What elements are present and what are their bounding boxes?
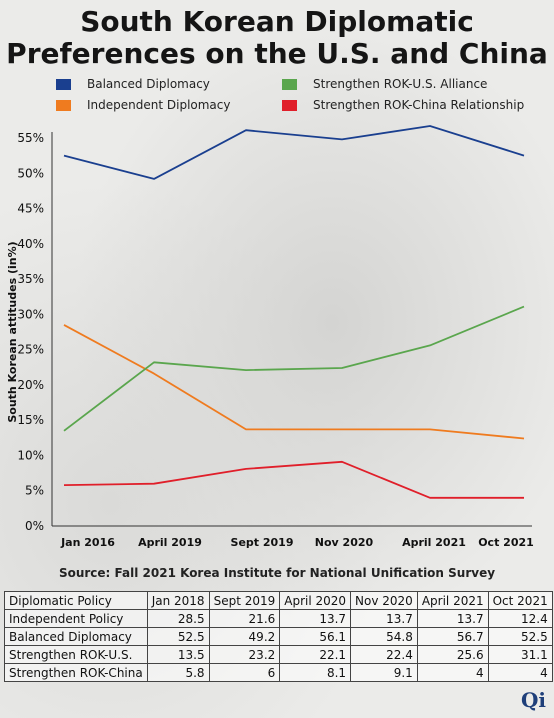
series-line-strengthen-rok-u-s-alliance [63,305,525,432]
title-line-2: Preferences on the U.S. and China [6,37,548,70]
table-row: Balanced Diplomacy 52.5 49.2 56.1 54.8 56.7 52… [4,627,553,646]
table-row-label: Diplomatic Policy [4,591,148,610]
table-row-label: Balanced Diplomacy [4,627,148,646]
table-cell: 23.2 [208,645,281,664]
table-cell: April 2021 [416,591,489,610]
y-tick-label: 50% [17,166,44,180]
table-cell: 13.7 [416,609,489,628]
x-tick-label: Nov 2020 [315,536,374,549]
table-row-label: Independent Policy [4,609,148,628]
table-cell: April 2020 [279,591,352,610]
legend-swatch [56,99,71,111]
y-tick-label: 20% [17,378,44,392]
table-row: Independent Policy 28.5 21.6 13.7 13.7 13.7 12… [4,609,553,628]
table-cell: 22.4 [350,645,418,664]
table-cell: 56.1 [279,627,352,646]
legend-item-us-alliance: Strengthen ROK-U.S. Alliance [282,77,487,91]
y-tick-label: 0% [25,519,44,533]
x-tick-label: April 2021 [402,536,466,549]
table-cell: 25.6 [416,645,489,664]
table-cell: 54.8 [350,627,418,646]
table-header-row: Diplomatic Policy Jan 2018 Sept 2019 April … [4,591,553,610]
table-cell: 4 [487,663,553,682]
chart-title: South Korean Diplomatic Preferences on t… [0,6,554,70]
legend-swatch [282,99,297,111]
table-cell: 6 [208,663,281,682]
legend-label: Strengthen ROK-U.S. Alliance [313,77,488,91]
table-cell: Oct 2021 [487,591,553,610]
survey-table: Diplomatic Policy Jan 2018 Sept 2019 April … [4,591,553,682]
y-axis-label: South Korean attitudes (in%) [6,241,19,422]
x-tick-label: Jan 2016 [60,536,115,549]
table-cell: Nov 2020 [350,591,418,610]
table-cell: 31.1 [487,645,553,664]
legend-item-china: Strengthen ROK-China Relationship [282,98,524,112]
title-line-1: South Korean Diplomatic [80,5,474,38]
table-cell: 9.1 [350,663,418,682]
x-tick-label: April 2019 [138,536,202,549]
y-tick-label: 35% [17,272,44,286]
table-cell: 13.7 [350,609,418,628]
table-cell: 52.5 [146,627,210,646]
table-cell: Jan 2018 [146,591,210,610]
table-cell: 49.2 [208,627,281,646]
series-line-independent-diplomacy [63,324,525,440]
y-tick-label: 45% [17,202,44,216]
legend-item-balanced: Balanced Diplomacy [56,77,210,91]
table-cell: 21.6 [208,609,281,628]
legend-label: Independent Diplomacy [87,98,231,112]
x-tick-label: Sept 2019 [231,536,294,549]
series-line-strengthen-rok-china-relationship [63,460,524,499]
table-cell: 52.5 [487,627,553,646]
source-note: Source: Fall 2021 Korea Institute for Na… [58,566,496,580]
legend-label: Strengthen ROK-China Relationship [313,98,525,112]
table-row: Strengthen ROK-U.S. 13.5 23.2 22.1 22.4 25.6 3… [4,645,553,664]
qi-logo: Qi [520,688,546,712]
y-tick-label: 40% [17,237,44,251]
table-cell: 22.1 [279,645,352,664]
table-cell: 4 [416,663,489,682]
table-row-label: Strengthen ROK-U.S. [4,645,148,664]
table-cell: 56.7 [416,627,489,646]
y-tick-label: 25% [17,343,44,357]
table-cell: 28.5 [146,609,210,628]
table-cell: Sept 2019 [208,591,281,610]
table-cell: 12.4 [487,609,553,628]
y-tick-label: 55% [17,131,44,145]
series-line-balanced-diplomacy [63,125,525,180]
legend-swatch [56,78,71,90]
table-cell: 13.7 [279,609,352,628]
y-tick-label: 30% [17,307,44,321]
legend-swatch [282,78,297,90]
table-cell: 5.8 [146,663,210,682]
table-cell: 13.5 [146,645,210,664]
y-tick-label: 15% [17,413,44,427]
x-tick-label: Oct 2021 [478,536,534,549]
legend-item-independent: Independent Diplomacy [56,98,230,112]
table-cell: 8.1 [279,663,352,682]
line-chart: 0% 5% 10% 15% 20% 25% 30% 35% 40% 45% 50% 55% South … [6,125,534,549]
legend-label: Balanced Diplomacy [87,77,210,91]
y-tick-label: 10% [17,448,44,462]
y-tick-label: 5% [25,484,44,498]
table-row-label: Strengthen ROK-China [4,663,148,682]
table-row: Strengthen ROK-China 5.8 6 8.1 9.1 4 4 [4,663,553,682]
